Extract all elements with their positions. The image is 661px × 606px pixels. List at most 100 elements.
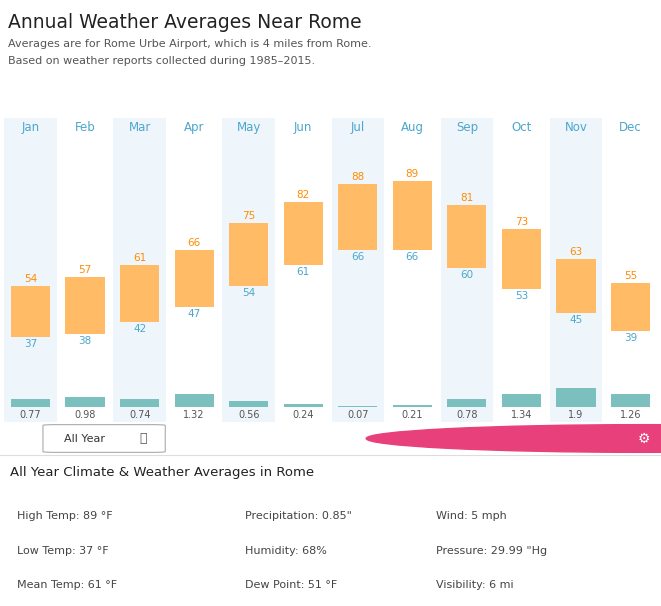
Text: Low Temp: 37 °F: Low Temp: 37 °F <box>17 545 108 556</box>
Text: 60: 60 <box>460 270 473 281</box>
Bar <box>276 388 330 422</box>
Bar <box>502 229 541 289</box>
Bar <box>330 388 385 422</box>
Bar <box>65 277 104 334</box>
Text: ⌵: ⌵ <box>139 432 147 445</box>
Text: Dew Point: 51 °F: Dew Point: 51 °F <box>245 581 337 590</box>
Text: 0.74: 0.74 <box>129 410 151 420</box>
Bar <box>229 223 268 286</box>
Bar <box>3 388 58 422</box>
Bar <box>440 388 494 422</box>
Text: 0.24: 0.24 <box>292 410 314 420</box>
Text: Jan: Jan <box>22 121 40 134</box>
Text: 42: 42 <box>133 324 146 335</box>
Bar <box>494 118 549 388</box>
Text: 53: 53 <box>515 291 528 301</box>
Bar <box>611 283 650 331</box>
Text: Dec: Dec <box>619 121 642 134</box>
Bar <box>385 118 440 388</box>
Text: ⚙: ⚙ <box>638 431 650 445</box>
Text: 81: 81 <box>460 193 473 202</box>
Text: May: May <box>237 121 261 134</box>
Bar <box>175 250 214 307</box>
Bar <box>11 286 50 337</box>
Text: Annual Weather Averages Near Rome: Annual Weather Averages Near Rome <box>8 13 362 32</box>
Text: 75: 75 <box>242 211 255 221</box>
Text: 89: 89 <box>406 168 419 179</box>
Text: 61: 61 <box>133 253 146 262</box>
Bar <box>65 397 104 407</box>
Text: 0.78: 0.78 <box>456 410 478 420</box>
Text: 82: 82 <box>297 190 310 199</box>
Bar <box>58 388 112 422</box>
Text: Pressure: 29.99 "Hg: Pressure: 29.99 "Hg <box>436 545 547 556</box>
Text: 54: 54 <box>242 288 255 298</box>
Text: 1.9: 1.9 <box>568 410 584 420</box>
Bar <box>557 388 596 407</box>
FancyBboxPatch shape <box>43 425 165 452</box>
Text: 54: 54 <box>24 273 37 284</box>
Bar <box>11 399 50 407</box>
Bar <box>284 404 323 407</box>
Text: 37: 37 <box>24 339 37 350</box>
Text: 63: 63 <box>569 247 582 256</box>
Bar <box>112 118 167 388</box>
Text: Averages are for Rome Urbe Airport, which is 4 miles from Rome.: Averages are for Rome Urbe Airport, whic… <box>8 39 371 50</box>
Bar <box>3 118 58 388</box>
Text: 0.07: 0.07 <box>347 410 369 420</box>
Text: 66: 66 <box>188 238 201 248</box>
Bar <box>393 181 432 250</box>
Bar <box>120 399 159 407</box>
Text: 1.26: 1.26 <box>619 410 641 420</box>
Bar <box>338 406 377 407</box>
Text: 0.77: 0.77 <box>20 410 42 420</box>
Text: Nov: Nov <box>564 121 588 134</box>
Text: All Year Climate & Weather Averages in Rome: All Year Climate & Weather Averages in R… <box>10 465 314 479</box>
Bar <box>385 388 440 422</box>
Bar <box>276 118 330 388</box>
Bar <box>611 395 650 407</box>
Text: Based on weather reports collected during 1985–2015.: Based on weather reports collected durin… <box>8 56 315 66</box>
Bar <box>393 405 432 407</box>
Text: All Year: All Year <box>64 433 105 444</box>
Text: 45: 45 <box>569 315 582 325</box>
Text: Oct: Oct <box>511 121 531 134</box>
Text: Jun: Jun <box>294 121 313 134</box>
Text: Visibility: 6 mi: Visibility: 6 mi <box>436 581 514 590</box>
Text: Jul: Jul <box>350 121 365 134</box>
Bar <box>221 118 276 388</box>
Bar <box>447 205 486 268</box>
Text: 55: 55 <box>624 271 637 281</box>
Text: Mean Temp: 61 °F: Mean Temp: 61 °F <box>17 581 116 590</box>
Bar <box>175 394 214 407</box>
Text: 0.56: 0.56 <box>238 410 260 420</box>
Text: Mar: Mar <box>128 121 151 134</box>
Circle shape <box>366 425 661 452</box>
Text: Apr: Apr <box>184 121 204 134</box>
Text: 57: 57 <box>79 265 92 275</box>
Text: Aug: Aug <box>401 121 424 134</box>
Bar <box>440 118 494 388</box>
Bar <box>549 388 603 422</box>
Text: Sep: Sep <box>456 121 478 134</box>
Bar <box>549 118 603 388</box>
Text: 39: 39 <box>624 333 637 344</box>
Bar <box>330 118 385 388</box>
Text: 73: 73 <box>515 216 528 227</box>
Bar <box>447 399 486 407</box>
Text: Showing:: Showing: <box>10 432 71 445</box>
Text: 61: 61 <box>297 267 310 278</box>
Text: 66: 66 <box>406 253 419 262</box>
Bar <box>603 118 658 388</box>
Text: 47: 47 <box>188 310 201 319</box>
Text: 38: 38 <box>79 336 92 347</box>
Bar <box>221 388 276 422</box>
Bar <box>167 388 221 422</box>
Bar <box>494 388 549 422</box>
Text: 1.32: 1.32 <box>183 410 205 420</box>
Bar <box>284 202 323 265</box>
Text: 0.98: 0.98 <box>75 410 96 420</box>
Bar <box>557 259 596 313</box>
Text: Precipitation: 0.85": Precipitation: 0.85" <box>245 511 352 521</box>
Text: 1.34: 1.34 <box>511 410 532 420</box>
